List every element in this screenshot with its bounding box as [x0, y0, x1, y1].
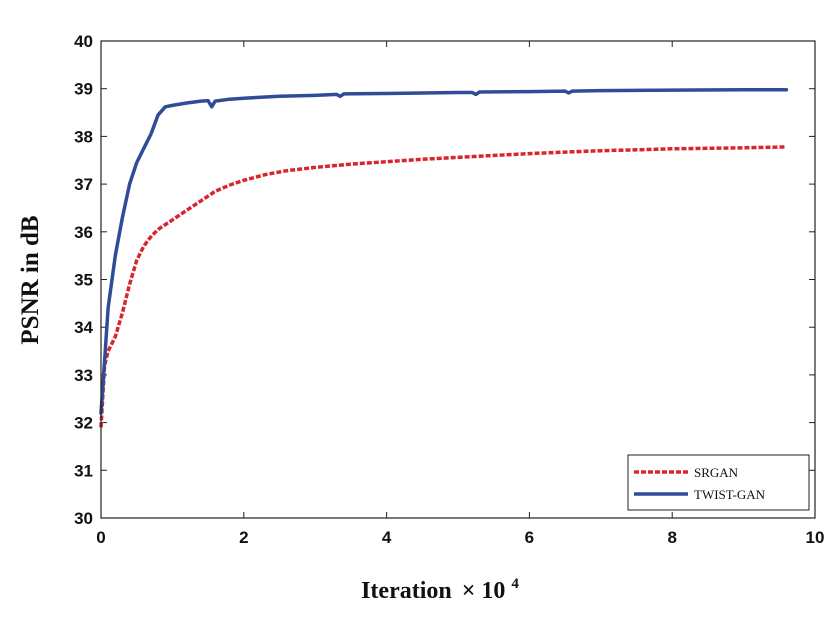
y-tick-label: 33 — [74, 366, 93, 385]
series-line-twist-gan — [99, 87, 789, 415]
y-tick-label: 34 — [74, 318, 93, 337]
x-tick-label: 4 — [382, 528, 392, 547]
y-tick-label: 38 — [74, 127, 93, 146]
y-tick-label: 32 — [74, 414, 93, 433]
legend: SRGAN TWIST-GAN — [627, 454, 810, 511]
legend-label: TWIST-GAN — [694, 487, 766, 502]
plot-area-frame — [100, 40, 816, 519]
y-tick-label: 37 — [74, 175, 93, 194]
x-axis-multiplier: × 10 — [462, 578, 506, 604]
x-tick-label: 0 — [96, 528, 105, 547]
y-axis-title: PSNR in dB — [17, 215, 44, 344]
y-axis-ticks: 30 31 32 33 34 35 36 37 38 39 40 — [74, 32, 815, 528]
x-tick-label: 2 — [239, 528, 248, 547]
y-tick-label: 30 — [74, 509, 93, 528]
y-tick-label: 31 — [74, 461, 93, 480]
legend-label: SRGAN — [694, 465, 739, 480]
y-tick-label: 40 — [74, 32, 93, 51]
series-layer — [99, 87, 789, 428]
y-tick-label: 35 — [74, 271, 93, 290]
series-line-srgan — [99, 145, 787, 428]
y-tick-label: 36 — [74, 223, 93, 242]
x-axis-exponent: 4 — [511, 576, 519, 592]
x-tick-label: 6 — [525, 528, 534, 547]
x-axis-label: Iteration — [361, 578, 452, 604]
y-tick-label: 39 — [74, 80, 93, 99]
x-tick-label: 10 — [806, 528, 825, 547]
x-tick-label: 8 — [667, 528, 676, 547]
x-axis-title: Iteration × 10 4 — [361, 576, 519, 604]
legend-box — [627, 454, 810, 511]
